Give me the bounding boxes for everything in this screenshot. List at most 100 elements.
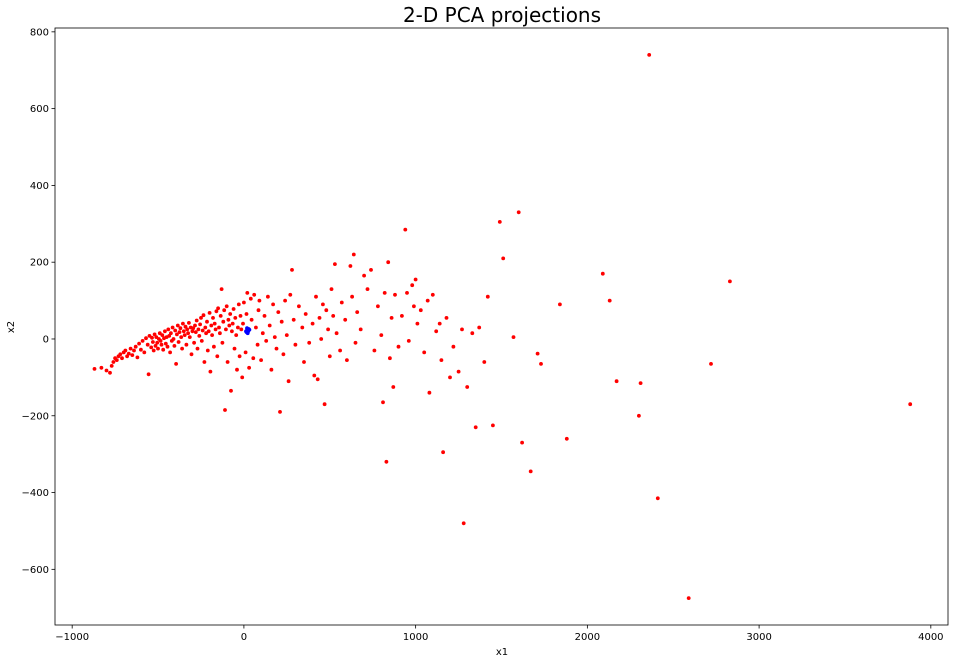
data-point-185 [326, 327, 330, 332]
data-point-201 [362, 273, 366, 278]
data-point-165 [284, 333, 289, 337]
data-point-113 [222, 308, 227, 313]
data-point-82 [195, 346, 200, 351]
data-point-5 [111, 360, 116, 364]
x-tick-label-4: 3000 [746, 632, 771, 643]
data-point-238 [461, 521, 466, 526]
data-point-40 [159, 342, 164, 347]
data-point-229 [434, 329, 439, 334]
data-point-237 [460, 327, 464, 332]
data-point-224 [418, 308, 423, 313]
data-point-92 [204, 331, 209, 336]
y-axis: −600 −400 −200 0 200 400 600 800 [22, 27, 55, 576]
data-point-100 [211, 316, 215, 320]
data-point-182 [321, 302, 325, 307]
data-point-244 [485, 294, 490, 299]
data-point-99 [210, 333, 215, 337]
data-point-32 [152, 332, 157, 337]
data-point-34 [154, 335, 159, 339]
data-point-136 [242, 300, 246, 305]
data-point-70 [185, 327, 190, 332]
data-point-245 [491, 423, 495, 428]
data-point-184 [324, 308, 329, 313]
data-point-168 [290, 268, 294, 272]
data-point-121 [229, 388, 233, 393]
data-point-152 [262, 314, 267, 318]
data-point-212 [389, 316, 394, 320]
data-point-35 [155, 340, 160, 345]
y-tick-label-4: 200 [30, 258, 49, 269]
data-point-47 [165, 344, 170, 349]
data-point-144 [251, 356, 256, 361]
data-point-259 [637, 413, 641, 418]
data-point-228 [430, 292, 435, 297]
data-point-162 [279, 319, 284, 324]
data-point-114 [223, 408, 227, 412]
data-point-264 [709, 362, 713, 366]
data-point-112 [221, 319, 226, 324]
data-point-81 [194, 318, 199, 323]
x-axis-label: x1 [496, 647, 508, 658]
data-point-167 [288, 292, 293, 297]
y-tick-label-1: −400 [22, 488, 49, 499]
y-axis-label: x2 [6, 321, 17, 333]
data-point-0 [92, 367, 97, 371]
data-point-143 [249, 317, 254, 322]
data-point-51 [169, 331, 173, 336]
data-point-94 [205, 348, 210, 353]
data-point-62 [178, 326, 183, 331]
data-point-125 [232, 346, 237, 351]
data-point-45 [163, 341, 168, 346]
data-point-39 [158, 339, 163, 343]
y-tick-label-3: 0 [43, 334, 49, 345]
data-point-171 [297, 304, 301, 309]
data-point-214 [393, 292, 397, 297]
data-point-216 [400, 314, 404, 318]
data-point-31 [151, 348, 156, 353]
data-point-198 [353, 340, 358, 345]
data-point-255 [564, 436, 569, 441]
data-point-170 [293, 342, 298, 347]
data-point-90 [202, 360, 207, 364]
data-point-106 [216, 306, 221, 311]
data-point-18 [133, 344, 138, 349]
data-point-108 [218, 331, 222, 336]
data-point-73 [187, 335, 192, 339]
data-point-19 [135, 355, 140, 360]
data-point-204 [372, 348, 377, 353]
highlight-point-7 [244, 329, 248, 334]
data-point-71 [186, 331, 191, 336]
data-point-9 [118, 352, 123, 357]
data-point-117 [225, 360, 230, 364]
data-point-193 [343, 317, 348, 322]
data-point-10 [120, 356, 124, 361]
data-point-84 [197, 334, 202, 338]
data-point-98 [209, 323, 214, 328]
data-point-196 [350, 294, 354, 299]
data-point-126 [233, 316, 238, 320]
data-point-180 [317, 316, 322, 320]
data-point-20 [137, 341, 142, 346]
data-point-1 [99, 365, 104, 370]
data-point-48 [166, 327, 171, 332]
data-point-109 [218, 314, 223, 318]
data-point-66 [181, 329, 186, 334]
data-point-173 [302, 360, 306, 364]
data-point-26 [146, 372, 151, 377]
data-point-49 [167, 334, 172, 338]
data-point-128 [235, 367, 239, 372]
data-point-150 [259, 358, 263, 362]
x-tick-label-1: 0 [241, 632, 247, 643]
data-point-186 [327, 354, 332, 359]
data-point-206 [379, 333, 384, 337]
data-point-266 [908, 402, 913, 407]
data-point-104 [214, 309, 219, 314]
data-point-142 [248, 296, 253, 301]
data-point-111 [220, 340, 225, 345]
data-point-76 [190, 329, 195, 334]
data-point-22 [140, 339, 145, 343]
data-point-226 [425, 298, 430, 303]
data-point-95 [206, 329, 211, 334]
data-point-135 [241, 321, 245, 326]
data-point-24 [144, 336, 148, 341]
